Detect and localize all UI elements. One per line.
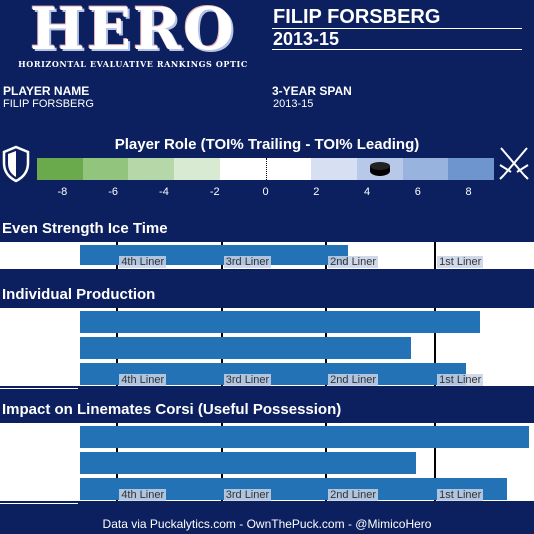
role-tick-label: -2 — [209, 186, 220, 198]
role-tick-label: -4 — [159, 186, 169, 198]
liner-label: 1st Liner — [437, 256, 484, 268]
liner-label: 1st Liner — [437, 374, 484, 386]
role-tick-label: -6 — [108, 186, 119, 198]
logo-subtitle: HORIZONTAL EVALUATIVE RANKINGS OPTIC — [18, 59, 248, 69]
role-scale-segment — [219, 158, 266, 180]
player-role-title: Player Role (TOI% Trailing - TOI% Leadin… — [114, 136, 420, 153]
section-title-impact: Impact on Linemates Corsi (Useful Posses… — [2, 401, 342, 418]
liner-label: 2nd Liner — [328, 374, 379, 386]
role-scale-segment — [265, 158, 312, 180]
liner-threshold-line — [434, 242, 437, 269]
row-separator — [0, 503, 78, 504]
role-scale-segment — [37, 158, 84, 180]
category-label: CF% +/- — [33, 482, 74, 494]
footer-credits: Data via Puckalytics.com - OwnThePuck.co… — [102, 517, 432, 531]
liner-label: 4th Liner — [119, 256, 167, 268]
row-separator — [0, 268, 78, 269]
span-label: 3-YEAR SPAN — [272, 84, 352, 98]
role-scale-segment — [128, 158, 175, 180]
span-value: 2013-15 — [273, 98, 314, 110]
category-label: Primary P/60 — [7, 367, 74, 379]
row-separator — [0, 336, 78, 337]
row-separator — [0, 451, 78, 452]
role-scale-segment — [448, 158, 495, 180]
role-scale-segment — [82, 158, 129, 180]
liner-label: 2nd Liner — [328, 489, 379, 501]
liner-threshold-line — [434, 423, 437, 501]
category-label: First A/60 — [24, 341, 74, 353]
header-season: 2013-15 — [273, 29, 340, 49]
liner-label: 4th Liner — [119, 374, 167, 386]
header-player-name: FILIP FORSBERG — [273, 6, 441, 28]
data-bar — [80, 452, 416, 474]
row-separator — [0, 388, 78, 389]
data-bar — [80, 426, 530, 448]
player-name-value: FILIP FORSBERG — [3, 98, 94, 110]
liner-label: 4th Liner — [119, 489, 167, 501]
row-separator — [0, 477, 78, 478]
role-tick-label: 4 — [363, 186, 371, 198]
liner-label: 3rd Liner — [223, 256, 272, 268]
data-bar — [80, 337, 412, 359]
liner-label: 1st Liner — [437, 489, 484, 501]
role-tick-label: -8 — [57, 186, 68, 198]
row-separator — [0, 362, 78, 363]
crossed-swords-icon — [499, 147, 529, 180]
liner-threshold-line — [434, 308, 437, 386]
role-tick-label: 6 — [414, 186, 421, 198]
data-bar — [80, 478, 507, 500]
role-tick-label: 8 — [465, 186, 472, 198]
liner-label: 2nd Liner — [328, 256, 379, 268]
role-zero-line — [266, 158, 267, 180]
category-label: Goals/60 — [28, 315, 74, 327]
liner-label: 3rd Liner — [223, 374, 272, 386]
category-label: CF60 +/- — [30, 430, 74, 442]
role-tick-label: 0 — [262, 186, 269, 198]
category-label: TOI% — [46, 249, 74, 261]
puck-icon — [369, 161, 391, 177]
role-tick-label: 2 — [313, 186, 320, 198]
player-name-label: PLAYER NAME — [3, 84, 90, 98]
data-bar — [80, 311, 480, 333]
category-label: CA60 +/- — [29, 456, 74, 468]
header-divider-2 — [272, 49, 522, 50]
role-scale-segment — [311, 158, 358, 180]
hero-logo: HERO HORIZONTAL EVALUATIVE RANKINGS OPTI… — [14, 0, 252, 71]
liner-label: 3rd Liner — [223, 489, 272, 501]
section-title-production: Individual Production — [2, 286, 156, 303]
role-scale-segment — [402, 158, 449, 180]
shield-icon — [2, 145, 30, 183]
section-title-ice-time: Even Strength Ice Time — [2, 220, 168, 237]
header-divider — [272, 28, 522, 29]
logo-word: HERO — [30, 0, 236, 63]
role-scale-segment — [174, 158, 221, 180]
